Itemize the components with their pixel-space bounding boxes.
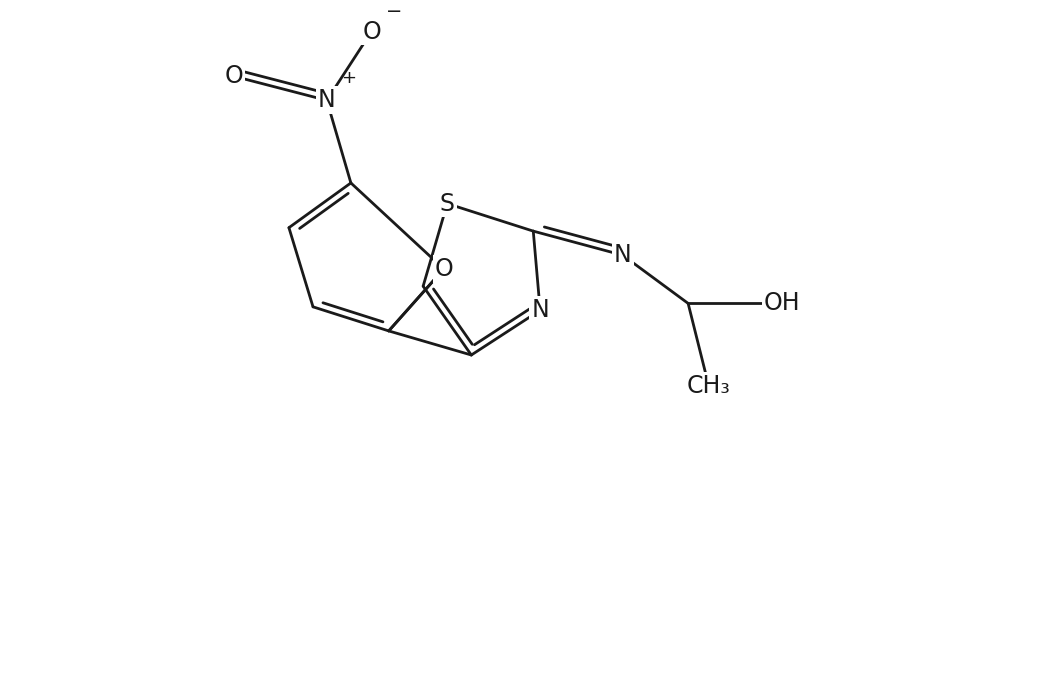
Text: O: O — [224, 64, 243, 88]
Text: N: N — [531, 298, 549, 322]
Text: S: S — [439, 191, 455, 216]
Text: N: N — [614, 243, 632, 267]
Text: OH: OH — [764, 291, 800, 315]
Text: O: O — [363, 19, 381, 44]
Text: −: − — [385, 1, 402, 21]
Text: CH₃: CH₃ — [687, 374, 730, 398]
Text: N: N — [318, 88, 336, 112]
Text: O: O — [434, 257, 453, 281]
Text: +: + — [341, 69, 356, 87]
